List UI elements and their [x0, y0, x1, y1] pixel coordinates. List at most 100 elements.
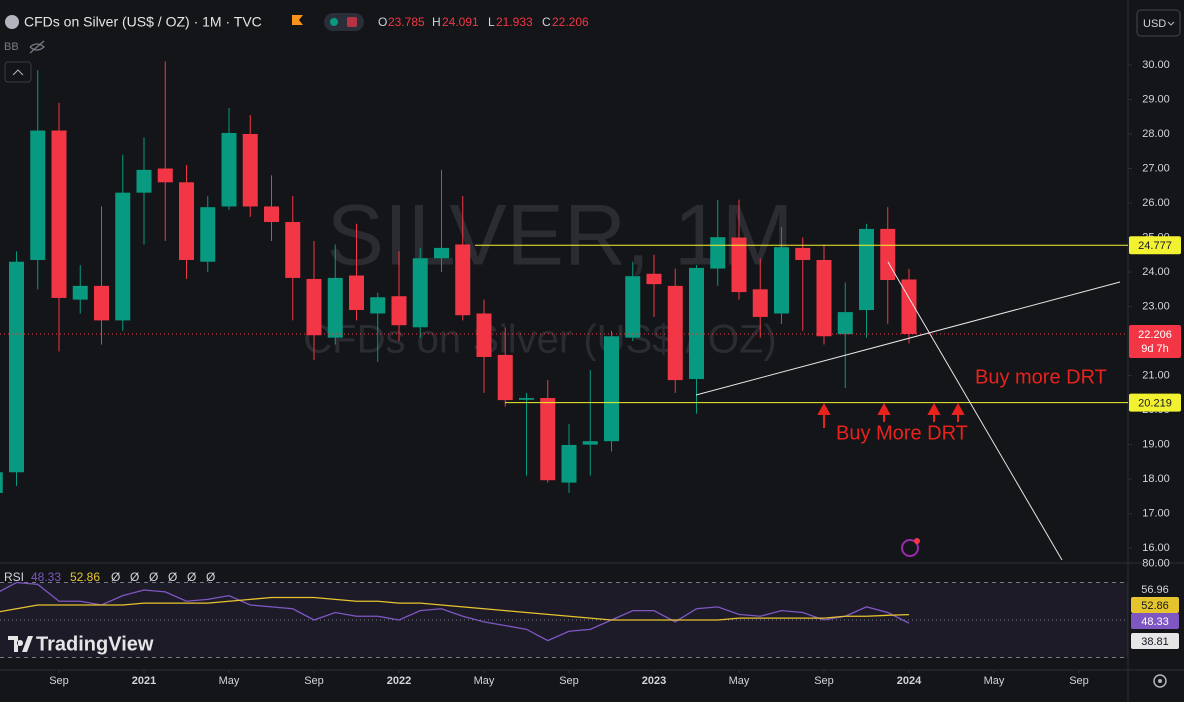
candle-body	[710, 237, 726, 269]
watermark-description: CFDs on Silver (US$ / OZ)	[303, 318, 776, 362]
candle-body	[136, 169, 152, 193]
ohlc-value: 24.091	[442, 15, 479, 29]
brand[interactable]: TradingView	[36, 633, 154, 655]
candle-body	[0, 472, 3, 493]
x-tick-label: May	[729, 675, 750, 687]
rsi-tag-label: 52.86	[1141, 600, 1169, 612]
hide-icon[interactable]	[29, 40, 45, 54]
rsi-legend-symbol: Ø	[168, 570, 177, 584]
rsi-tag	[1131, 613, 1179, 629]
trend-line	[887, 261, 1063, 561]
y-tick-label: 21.00	[1142, 370, 1170, 382]
settings-icon[interactable]	[1153, 674, 1167, 688]
ohlc-value: 23.785	[388, 15, 425, 29]
candle-body	[455, 244, 471, 316]
x-tick-label: 2021	[132, 675, 156, 687]
candle-body	[625, 276, 641, 338]
candle-body	[476, 313, 492, 357]
candle-body	[837, 312, 853, 335]
candle-body	[880, 228, 896, 280]
x-tick-label: Sep	[49, 675, 69, 687]
annotation: Buy More DRT	[836, 422, 968, 444]
candle-body	[519, 398, 534, 400]
x-tick-label: Sep	[559, 675, 579, 687]
x-tick-label: 2022	[387, 675, 411, 687]
rsi-line	[0, 596, 910, 621]
candle-body	[774, 247, 789, 314]
symbol-icon	[5, 15, 19, 29]
collapse-button[interactable]	[4, 61, 32, 83]
candle-body	[391, 296, 407, 326]
watermark-ticker: SILVER, 1M	[327, 188, 794, 284]
candle-body	[370, 297, 386, 314]
candle-body	[689, 267, 704, 380]
y-tick-label: 28.00	[1142, 128, 1170, 140]
candle-body	[200, 207, 216, 262]
ohlc-letter: O	[378, 15, 387, 29]
candle-body	[752, 289, 768, 317]
collapse-icon	[12, 69, 24, 76]
candle-body	[30, 130, 46, 260]
rsi-tag	[1131, 597, 1179, 613]
candle-body	[646, 273, 662, 285]
price-tag-label: 24.777	[1138, 240, 1172, 252]
candle-body	[434, 247, 449, 259]
candle-body	[731, 237, 747, 293]
x-tick-label: 2024	[897, 675, 922, 687]
currency-label: USD	[1143, 18, 1166, 30]
candle-body	[115, 192, 131, 321]
y-tick-label: 19.00	[1142, 439, 1170, 451]
candle-body	[242, 133, 258, 207]
candle-body	[816, 259, 832, 337]
candle-body	[795, 247, 811, 260]
price-tag	[1129, 393, 1181, 412]
y-tick-label: 26.00	[1142, 197, 1170, 209]
candle-body	[221, 132, 237, 207]
candle-body	[667, 285, 683, 381]
alert-icon[interactable]	[901, 539, 919, 557]
candle-body	[540, 398, 556, 481]
candle-body	[561, 444, 577, 483]
currency-button[interactable]	[1136, 9, 1181, 37]
rsi-tag-label: 48.33	[1141, 616, 1169, 628]
candle-body	[9, 261, 24, 473]
symbol-title[interactable]: CFDs on Silver (US$ / OZ) · 1M · TVC	[24, 14, 262, 30]
x-tick-label: May	[219, 675, 240, 687]
y-tick-label: 24.00	[1142, 266, 1170, 278]
logo-mark	[8, 636, 33, 652]
price-tag	[1129, 236, 1181, 255]
y-tick-label: 29.00	[1142, 93, 1170, 105]
price-tag-label: 20.219	[1138, 397, 1172, 409]
x-tick-label: 2023	[642, 675, 666, 687]
indicator-label[interactable]: BB	[4, 41, 19, 53]
y-tick-label: 80.00	[1142, 558, 1170, 570]
x-tick-label: Sep	[814, 675, 834, 687]
drawings	[695, 261, 1121, 561]
rsi-tag-label: 38.81	[1141, 636, 1169, 648]
candle-body	[859, 228, 874, 311]
rsi-tag	[1131, 633, 1179, 649]
settings-icon-center	[1158, 679, 1162, 683]
arrow-head	[817, 402, 831, 415]
y-tick-label: 18.00	[1142, 473, 1170, 485]
ohlc-value: 21.933	[496, 15, 533, 29]
trend-line	[695, 281, 1121, 396]
flag-icon[interactable]	[292, 15, 303, 25]
candle-body	[179, 182, 194, 260]
status-dot	[330, 18, 338, 26]
last-price-label: 22.206	[1138, 329, 1172, 341]
y-tick-label: 23.00	[1142, 300, 1170, 312]
x-tick-label: Sep	[304, 675, 324, 687]
candle-body	[285, 222, 301, 278]
candle-body	[306, 278, 322, 336]
alert-dot	[914, 538, 920, 544]
candle-body	[582, 441, 598, 445]
rsi-legend-value: 48.33	[31, 570, 61, 584]
y-tick-label: 17.00	[1142, 508, 1170, 520]
rsi-tag-label: 56.96	[1141, 584, 1169, 596]
x-tick-label: May	[474, 675, 495, 687]
status-dot	[347, 17, 357, 27]
candle-body	[327, 277, 343, 338]
